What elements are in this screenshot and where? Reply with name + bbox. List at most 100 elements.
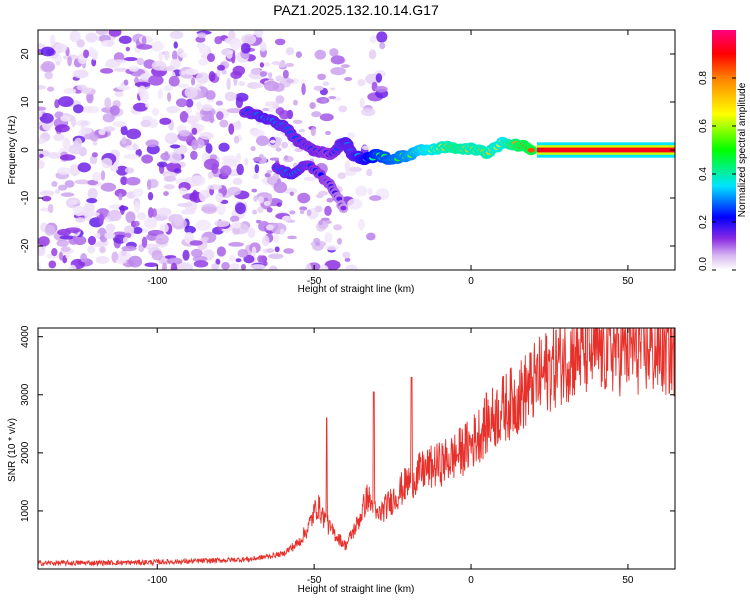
heatmap-cell [87,235,96,246]
heatmap-cell [92,171,102,182]
heatmap-cell [125,176,141,186]
heatmap-cell [216,111,224,121]
heatmap-cell [123,225,135,236]
heatmap-cell [268,72,273,78]
heatmap-cell [230,70,243,79]
heatmap-cell [181,70,186,76]
colorbar-tick-label: 0.2 [698,215,709,229]
heatmap-cell [133,220,140,227]
heatmap-cell [173,168,182,174]
heatmap-cell [316,193,324,199]
heatmap-cell [123,57,138,62]
heatmap-cell [38,111,43,118]
heatmap-cell [301,83,306,96]
heatmap-cell [76,39,85,48]
heatmap-cell [251,188,258,193]
heatmap-cell [226,107,242,114]
heatmap-cell [275,147,282,152]
heatmap-cell [250,67,261,75]
heatmap-cell [201,203,218,215]
heatmap-cell [38,106,47,111]
heatmap-cell [226,77,231,90]
heatmap-cell [376,31,388,43]
heatmap-cell [176,150,182,155]
heatmap-cell [136,212,147,220]
heatmap-cell [207,184,223,190]
heatmap-cell [193,260,209,268]
heatmap-cell [166,105,180,114]
heatmap-cell [60,246,71,253]
heatmap-cell [216,246,226,257]
heatmap-cell [56,239,69,247]
heatmap-cell [57,167,71,175]
heatmap-cell [191,139,199,151]
heatmap-cell [330,55,345,65]
heatmap-cell [232,227,241,235]
y-tick-label: 0 [20,147,31,153]
heatmap-cell [195,36,206,43]
heatmap-cell [145,103,150,108]
heatmap-cell [207,171,214,179]
heatmap-cell [88,46,94,54]
heatmap-cell [95,30,109,36]
heatmap-cell [63,88,77,95]
heatmap-cell [322,81,330,86]
heatmap-cell [147,191,154,201]
heatmap-cell [120,176,128,186]
heatmap-cell [158,51,163,62]
heatmap-cell [150,41,164,52]
heatmap-cell [289,210,296,215]
heatmap-cell [184,232,194,244]
heatmap-cell [215,100,224,106]
heatmap-cell [109,105,120,116]
heatmap-cell [185,106,193,114]
heatmap-cell [172,50,178,61]
heatmap-cell [49,34,56,46]
heatmap-cell [282,215,292,222]
heatmap-cell [132,188,144,197]
heatmap-cell [375,73,383,83]
heatmap-cell [315,242,321,246]
heatmap-cell [124,232,132,239]
x-tick-label: 0 [468,575,474,586]
heatmap-cell [41,61,56,73]
heatmap-cell [184,68,199,76]
heatmap-cell [357,79,366,87]
heatmap-cell [342,251,351,259]
heatmap-cell [44,71,53,80]
y-tick-label: 2000 [20,441,31,464]
heatmap-cell [55,61,61,66]
heatmap-cell [285,47,295,56]
heatmap-cell [369,35,377,44]
heatmap-cell [83,202,95,214]
heatmap-cell [203,158,220,171]
heatmap-cell [118,205,129,211]
heatmap-cell [60,115,71,122]
heatmap-cell [123,79,129,86]
heatmap-cell [279,109,290,120]
heatmap-cell [374,85,388,93]
heatmap-cell [236,163,244,176]
spectrogram-heatmap [38,30,675,270]
heatmap-cell [72,104,84,114]
heatmap-cell [48,260,57,269]
heatmap-cell [254,164,260,174]
heatmap-cell [275,95,285,104]
heatmap-cell [292,99,298,106]
spectrogram-xlabel: Height of straight line (km) [298,284,415,295]
heatmap-cell [266,207,273,213]
heatmap-cell [274,246,280,253]
heatmap-cell [168,151,182,164]
heatmap-cell [333,224,343,231]
figure-title: PAZ1.2025.132.10.14.G17 [273,2,439,18]
heatmap-cell [166,257,183,265]
heatmap-cell [229,254,236,262]
heatmap-cell [191,127,198,135]
heatmap-cell [154,233,169,245]
heatmap-cell [252,173,260,180]
heatmap-cell [156,207,172,217]
heatmap-cell [328,95,337,100]
heatmap-cell [320,217,330,222]
heatmap-cell [243,254,255,264]
heatmap-cell [176,202,193,207]
